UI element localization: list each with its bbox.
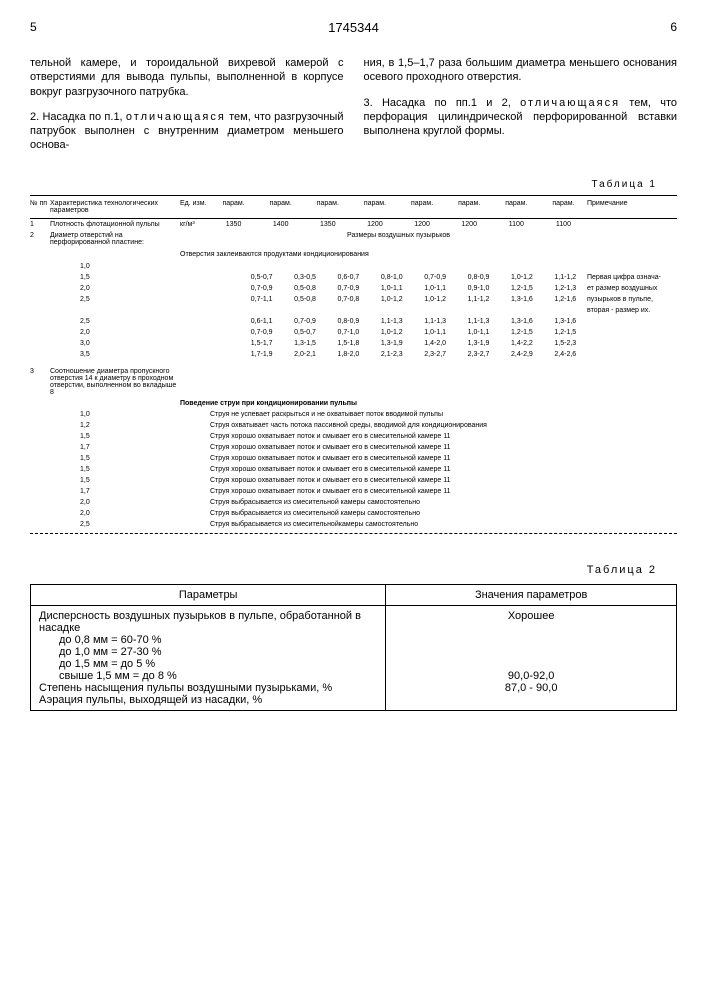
table2-param-cell: Дисперсность воздушных пузырьков в пульп… — [31, 605, 386, 710]
table-row: 1,7Струя хорошо охватывает поток и смыва… — [30, 442, 677, 453]
table2: Параметры Значения параметров Дисперснос… — [30, 584, 677, 711]
row2-note-top: Отверстия заклеиваются продуктами кондиц… — [30, 248, 677, 261]
table-row: 1,50,5-0,70,3-0,50,6-0,70,8-1,00,7-0,90,… — [30, 272, 677, 283]
table1-header: № пп Характеристика технологических пара… — [30, 195, 677, 219]
table1-row-1: 1 Плотность флотационной пульпы кг/м³ 13… — [30, 219, 677, 230]
table-row: 1,5Струя хорошо охватывает поток и смыва… — [30, 464, 677, 475]
table-row: 2,00,7-0,90,5-0,80,7-0,91,0-1,11,0-1,10,… — [30, 283, 677, 294]
col-note: Примечание — [587, 200, 677, 214]
table1-row-2-header: 2 Диаметр отверстий на перфорированной п… — [30, 230, 677, 248]
table1-row2-body: 1,01,50,5-0,70,3-0,50,6-0,70,8-1,00,7-0,… — [30, 261, 677, 360]
table2-head-param: Параметры — [31, 584, 386, 605]
table-row: 3,01,5-1,71,3-1,51,5-1,81,3-1,91,4-2,01,… — [30, 338, 677, 349]
table1-row-3-header: 3 Соотношение диаметра пропускного отвер… — [30, 366, 677, 398]
right-para-2: 3. Насадка по пп.1 и 2, отличающаяся тем… — [364, 96, 678, 139]
right-column: ния, в 1,5–1,7 раза большим диаметра мен… — [364, 45, 678, 164]
table-row: 1,7Струя хорошо охватывает поток и смыва… — [30, 486, 677, 497]
table-row: 2,00,7-0,90,5-0,70,7-1,01,0-1,21,0-1,11,… — [30, 327, 677, 338]
table1-row3-body: 1,0Струя не успевает раскрыться и не охв… — [30, 409, 677, 530]
table-row: вторая - размер их. — [30, 305, 677, 316]
left-column: тельной камере, и тороидальной вихревой … — [30, 45, 344, 164]
table2-header-row: Параметры Значения параметров — [31, 584, 677, 605]
table-row: 3,51,7-1,92,0-2,11,8-2,02,1-2,32,3-2,72,… — [30, 349, 677, 360]
body-text: тельной камере, и тороидальной вихревой … — [30, 45, 677, 164]
table-row: 2,5Струя выбрасывается из смесительнойка… — [30, 519, 677, 530]
right-para-1: ния, в 1,5–1,7 раза большим диаметра мен… — [364, 56, 678, 85]
table-row: 1,5Струя хорошо охватывает поток и смыва… — [30, 475, 677, 486]
table2-data-row: Дисперсность воздушных пузырьков в пульп… — [31, 605, 677, 710]
table-row: 2,50,7-1,10,5-0,80,7-0,81,0-1,21,0-1,21,… — [30, 294, 677, 305]
patent-number: 1745344 — [37, 20, 671, 35]
page-num-left: 5 — [30, 20, 37, 35]
col-name: Характеристика технологических параметро… — [50, 200, 180, 214]
table2-label: Таблица 2 — [30, 564, 657, 576]
col-num: № пп — [30, 200, 50, 214]
left-para-1: тельной камере, и тороидальной вихревой … — [30, 56, 344, 99]
table-row: 1,0Струя не успевает раскрыться и не охв… — [30, 409, 677, 420]
table1: № пп Характеристика технологических пара… — [30, 195, 677, 534]
table-row: 1,2Струя охватывает часть потока пассивн… — [30, 420, 677, 431]
table2-head-val: Значения параметров — [386, 584, 677, 605]
col-vals: парам.парам.парам.парам.парам.парам.пара… — [210, 200, 587, 214]
page-header: 5 1745344 6 — [30, 20, 677, 35]
table-row: 2,0Струя выбрасывается из смесительной к… — [30, 508, 677, 519]
table2-val-cell: Хорошее 90,0-92,087,0 - 90,0 — [386, 605, 677, 710]
left-para-2: 2. Насадка по п.1, отличающаяся тем, что… — [30, 110, 344, 153]
table1-label: Таблица 1 — [30, 179, 657, 190]
page-num-right: 6 — [670, 20, 677, 35]
table-row: 1,5Струя хорошо охватывает поток и смыва… — [30, 453, 677, 464]
table-row: 1,0 — [30, 261, 677, 272]
col-unit: Ед. изм. — [180, 200, 210, 214]
dotted-divider — [30, 533, 677, 534]
table-row: 2,0Струя выбрасывается из смесительной к… — [30, 497, 677, 508]
table-row: 1,5Струя хорошо охватывает поток и смыва… — [30, 431, 677, 442]
table-row: 2,50,6-1,10,7-0,90,8-0,91,1-1,31,1-1,31,… — [30, 316, 677, 327]
